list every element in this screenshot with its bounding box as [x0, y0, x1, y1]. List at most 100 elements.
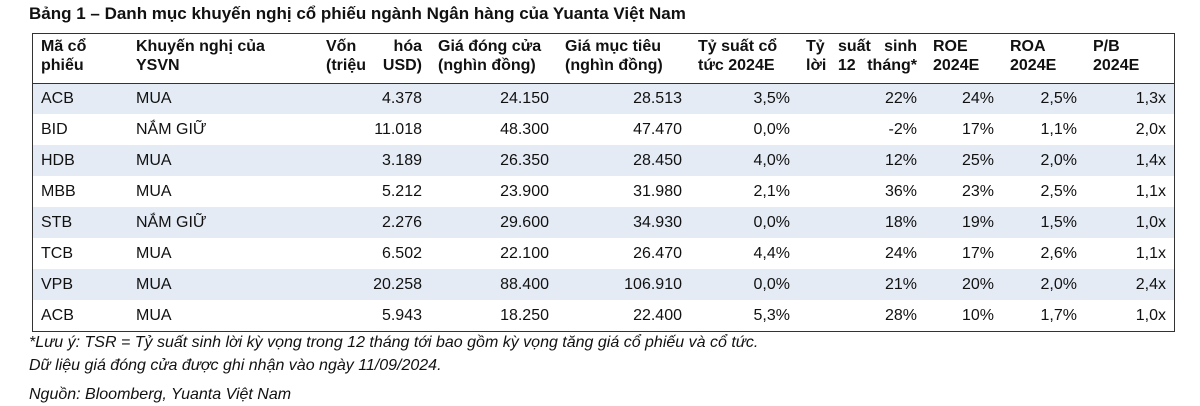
header-line: Mã cổ: [41, 38, 87, 55]
cell-total-return: -2%: [888, 120, 917, 138]
table-row: ACB MUA 4.378 24.150 28.513 3,5% 22% 24% 2,5% 1,3…: [33, 83, 1174, 114]
cell-market-cap: 5.212: [381, 182, 422, 200]
header-roe: ROE 2024E: [925, 34, 1002, 83]
cell-dividend-yield: 2,1%: [753, 182, 790, 200]
cell-total-return: 12%: [884, 151, 917, 169]
header-line: phiếu: [41, 57, 84, 74]
header-line: 2024E: [1093, 57, 1140, 74]
cell-target-price: 22.400: [633, 306, 682, 324]
header-line: Giá đóng cửa: [438, 38, 542, 55]
cell-dividend-yield: 0,0%: [753, 213, 790, 231]
header-line: Vốn hóa: [326, 38, 422, 55]
header-line: tức 2024E: [698, 57, 775, 74]
cell-recommendation: MUA: [136, 244, 172, 262]
header-line: Giá mục tiêu: [565, 38, 662, 55]
cell-dividend-yield: 0,0%: [753, 275, 790, 293]
header-line: Tỷ suất sinh: [806, 38, 917, 55]
table-row: STB NẮM GIỮ 2.276 29.600 34.930 0,0% 18% 19% 1,5…: [33, 207, 1174, 238]
cell-ticker: HDB: [41, 151, 75, 169]
cell-target-price: 31.980: [633, 182, 682, 200]
cell-target-price: 28.450: [633, 151, 682, 169]
footnote-price-date: Dữ liệu giá đóng cửa được ghi nhận vào n…: [29, 357, 442, 374]
cell-close-price: 88.400: [500, 275, 549, 293]
cell-roe: 25%: [961, 151, 994, 169]
cell-roa: 2,6%: [1040, 244, 1077, 262]
cell-target-price: 47.470: [633, 120, 682, 138]
cell-recommendation: MUA: [136, 275, 172, 293]
cell-pb: 1,0x: [1135, 213, 1166, 231]
header-line: ROA: [1010, 38, 1046, 55]
header-line: 2024E: [933, 57, 980, 74]
cell-roe: 19%: [961, 213, 994, 231]
header-line: (nghìn đồng): [438, 57, 536, 74]
cell-total-return: 21%: [884, 275, 917, 293]
cell-roa: 2,5%: [1040, 182, 1077, 200]
cell-market-cap: 6.502: [381, 244, 422, 262]
cell-pb: 2,4x: [1135, 275, 1166, 293]
cell-total-return: 22%: [884, 89, 917, 107]
cell-dividend-yield: 4,4%: [753, 244, 790, 262]
cell-market-cap: 2.276: [381, 213, 422, 231]
header-line: (nghìn đồng): [565, 57, 663, 74]
table-title: Bảng 1 – Danh mục khuyến nghị cổ phiếu n…: [29, 4, 686, 23]
header-pb: P/B 2024E: [1085, 34, 1174, 83]
cell-target-price: 28.513: [633, 89, 682, 107]
cell-close-price: 23.900: [500, 182, 549, 200]
cell-roa: 2,0%: [1040, 275, 1077, 293]
cell-dividend-yield: 5,3%: [753, 306, 790, 324]
header-market-cap: Vốn hóa (triệu USD): [318, 34, 430, 83]
header-line: (triệu USD): [326, 57, 422, 74]
cell-market-cap: 11.018: [374, 120, 422, 138]
cell-dividend-yield: 3,5%: [753, 89, 790, 107]
table-row: HDB MUA 3.189 26.350 28.450 4,0% 12% 25% 2,0% 1,4…: [33, 145, 1174, 176]
cell-pb: 1,1x: [1135, 244, 1166, 262]
header-line: P/B: [1093, 38, 1120, 55]
cell-roa: 1,1%: [1040, 120, 1077, 138]
cell-market-cap: 4.378: [381, 89, 422, 107]
cell-ticker: ACB: [41, 306, 74, 324]
table-body: ACB MUA 4.378 24.150 28.513 3,5% 22% 24% 2,5% 1,3…: [33, 83, 1174, 331]
cell-ticker: BID: [41, 120, 68, 138]
cell-pb: 1,3x: [1135, 89, 1166, 107]
cell-roe: 17%: [961, 120, 994, 138]
cell-close-price: 29.600: [500, 213, 549, 231]
cell-target-price: 34.930: [633, 213, 682, 231]
cell-close-price: 22.100: [500, 244, 549, 262]
header-close-price: Giá đóng cửa (nghìn đồng): [430, 34, 557, 83]
cell-total-return: 28%: [884, 306, 917, 324]
table-row: MBB MUA 5.212 23.900 31.980 2,1% 36% 23% 2,5% 1,1…: [33, 176, 1174, 207]
cell-total-return: 36%: [884, 182, 917, 200]
cell-target-price: 26.470: [633, 244, 682, 262]
header-line: 2024E: [1010, 57, 1057, 74]
recommendation-table-container: Mã cổ phiếu Khuyến nghị của YSVN Vốn hóa (tr…: [32, 33, 1175, 332]
cell-roe: 17%: [961, 244, 994, 262]
cell-roa: 1,5%: [1040, 213, 1077, 231]
cell-total-return: 24%: [884, 244, 917, 262]
cell-recommendation: MUA: [136, 306, 172, 324]
header-ticker: Mã cổ phiếu: [33, 34, 128, 83]
footnote-tsr: *Lưu ý: TSR = Tỷ suất sinh lời kỳ vọng t…: [29, 334, 759, 351]
cell-total-return: 18%: [884, 213, 917, 231]
header-dividend-yield: Tỷ suất cổ tức 2024E: [690, 34, 798, 83]
cell-roa: 1,7%: [1040, 306, 1077, 324]
cell-recommendation: NẮM GIỮ: [136, 213, 207, 231]
cell-market-cap: 20.258: [373, 275, 422, 293]
cell-pb: 1,1x: [1135, 182, 1166, 200]
footnotes: *Lưu ý: TSR = Tỷ suất sinh lời kỳ vọng t…: [29, 331, 758, 406]
cell-close-price: 24.150: [500, 89, 549, 107]
cell-ticker: STB: [41, 213, 73, 231]
cell-recommendation: MUA: [136, 89, 172, 107]
cell-close-price: 26.350: [500, 151, 549, 169]
cell-market-cap: 3.189: [381, 151, 422, 169]
table-row: BID NẮM GIỮ 11.018 48.300 47.470 0,0% -2% 17% 1,…: [33, 114, 1174, 145]
header-line: ROE: [933, 38, 968, 55]
cell-roe: 20%: [961, 275, 994, 293]
cell-ticker: MBB: [41, 182, 76, 200]
cell-roa: 2,0%: [1040, 151, 1077, 169]
footnote-source: Nguồn: Bloomberg, Yuanta Việt Nam: [29, 386, 292, 403]
header-line: Tỷ suất cổ: [698, 38, 778, 55]
cell-roa: 2,5%: [1040, 89, 1077, 107]
header-line: Khuyến nghị của YSVN: [136, 38, 265, 74]
table-row: ACB MUA 5.943 18.250 22.400 5,3% 28% 10% 1,7% 1,0…: [33, 300, 1174, 331]
cell-ticker: VPB: [41, 275, 74, 293]
